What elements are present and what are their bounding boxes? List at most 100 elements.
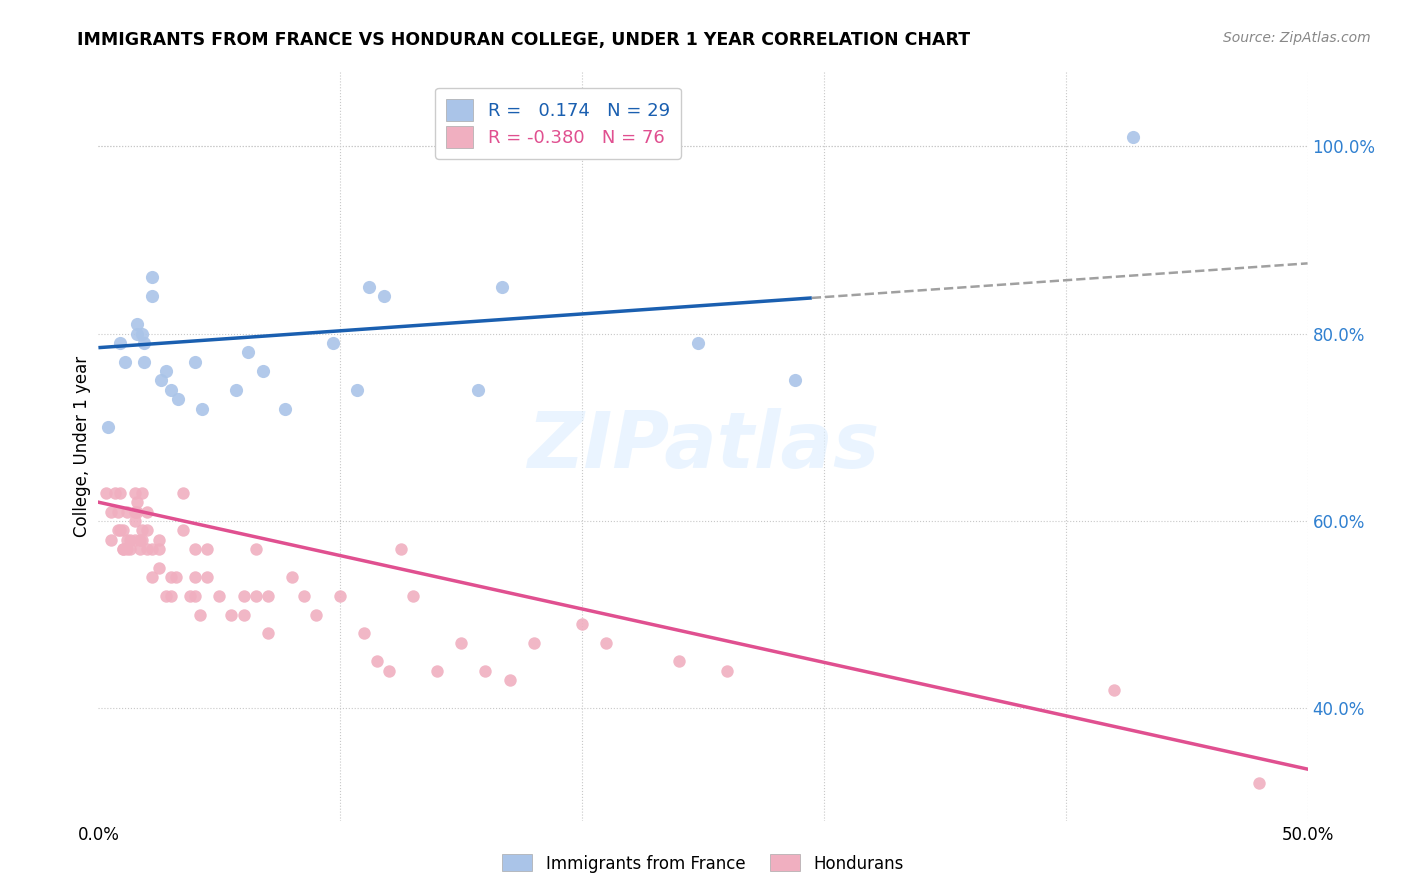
Point xyxy=(1249,776,1271,790)
Point xyxy=(208,589,231,603)
Point xyxy=(141,270,163,285)
Point xyxy=(571,617,593,632)
Point xyxy=(716,664,738,678)
Point xyxy=(160,383,183,397)
Point xyxy=(135,505,157,519)
Point xyxy=(221,607,243,622)
Point xyxy=(108,524,131,538)
Point xyxy=(108,336,131,351)
Point xyxy=(346,383,368,397)
Point xyxy=(117,505,139,519)
Point xyxy=(402,589,425,603)
Point xyxy=(128,542,150,557)
Point xyxy=(128,533,150,547)
Point xyxy=(426,664,449,678)
Point xyxy=(135,542,157,557)
Point xyxy=(127,318,149,332)
Point xyxy=(118,542,141,557)
Point xyxy=(134,355,156,369)
Point xyxy=(141,289,163,303)
Point xyxy=(165,570,187,584)
Point xyxy=(124,533,146,547)
Point xyxy=(232,589,254,603)
Point xyxy=(245,542,267,557)
Point xyxy=(195,570,218,584)
Point xyxy=(135,524,157,538)
Point xyxy=(359,280,381,294)
Point xyxy=(172,485,194,500)
Point xyxy=(124,514,146,528)
Point xyxy=(134,336,156,351)
Point xyxy=(167,392,190,407)
Point xyxy=(668,655,690,669)
Point xyxy=(688,336,710,351)
Point xyxy=(172,524,194,538)
Point xyxy=(100,505,122,519)
Point xyxy=(111,524,134,538)
Legend: R =   0.174   N = 29, R = -0.380   N = 76: R = 0.174 N = 29, R = -0.380 N = 76 xyxy=(436,88,681,159)
Point xyxy=(155,589,177,603)
Point xyxy=(366,655,388,669)
Point xyxy=(232,607,254,622)
Point xyxy=(225,383,247,397)
Point xyxy=(188,607,211,622)
Point xyxy=(124,485,146,500)
Point xyxy=(160,570,183,584)
Point xyxy=(124,505,146,519)
Point xyxy=(100,533,122,547)
Point xyxy=(131,485,153,500)
Point xyxy=(148,542,170,557)
Point xyxy=(114,355,136,369)
Point xyxy=(160,589,183,603)
Point xyxy=(127,326,149,341)
Point xyxy=(273,401,295,416)
Point xyxy=(148,561,170,575)
Point xyxy=(252,364,274,378)
Point xyxy=(305,607,328,622)
Point xyxy=(389,542,412,557)
Point xyxy=(491,280,513,294)
Point xyxy=(111,542,134,557)
Point xyxy=(179,589,201,603)
Point xyxy=(107,505,129,519)
Point xyxy=(107,524,129,538)
Point xyxy=(155,364,177,378)
Point xyxy=(184,542,207,557)
Point xyxy=(373,289,395,303)
Point xyxy=(104,485,127,500)
Point xyxy=(94,485,117,500)
Point xyxy=(238,345,260,359)
Point xyxy=(150,374,173,388)
Text: Source: ZipAtlas.com: Source: ZipAtlas.com xyxy=(1223,31,1371,45)
Point xyxy=(474,664,496,678)
Point xyxy=(322,336,344,351)
Point xyxy=(111,542,134,557)
Point xyxy=(184,570,207,584)
Point xyxy=(329,589,352,603)
Legend: Immigrants from France, Hondurans: Immigrants from France, Hondurans xyxy=(495,847,911,880)
Point xyxy=(131,524,153,538)
Point xyxy=(118,533,141,547)
Point xyxy=(450,636,472,650)
Point xyxy=(117,533,139,547)
Point xyxy=(281,570,304,584)
Point xyxy=(1122,130,1144,145)
Point xyxy=(377,664,399,678)
Point xyxy=(127,505,149,519)
Point xyxy=(131,326,153,341)
Point xyxy=(523,636,546,650)
Point xyxy=(245,589,267,603)
Point xyxy=(783,374,806,388)
Point xyxy=(353,626,375,640)
Point xyxy=(292,589,315,603)
Point xyxy=(97,420,120,434)
Point xyxy=(117,542,139,557)
Y-axis label: College, Under 1 year: College, Under 1 year xyxy=(73,355,91,537)
Point xyxy=(1102,682,1125,697)
Point xyxy=(195,542,218,557)
Point xyxy=(148,533,170,547)
Text: ZIPatlas: ZIPatlas xyxy=(527,408,879,484)
Point xyxy=(141,542,163,557)
Point xyxy=(141,570,163,584)
Text: IMMIGRANTS FROM FRANCE VS HONDURAN COLLEGE, UNDER 1 YEAR CORRELATION CHART: IMMIGRANTS FROM FRANCE VS HONDURAN COLLE… xyxy=(77,31,970,49)
